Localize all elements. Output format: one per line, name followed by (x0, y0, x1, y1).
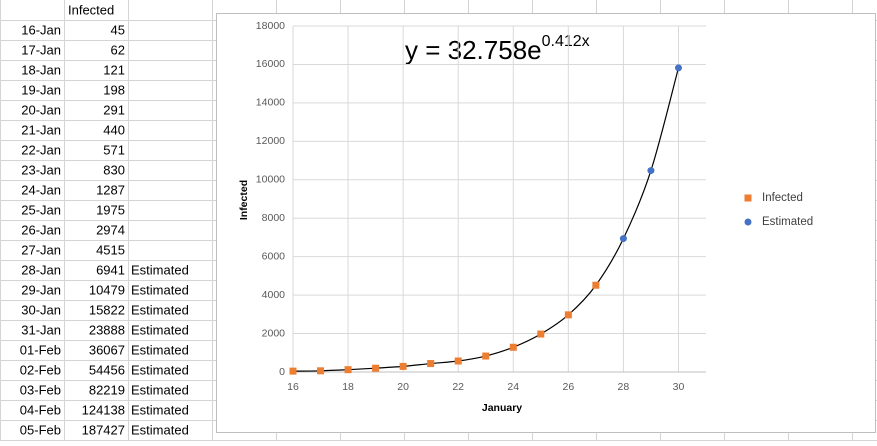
date-cell: 17-Jan (21, 42, 61, 57)
x-tick-label: 20 (397, 381, 409, 393)
value-cell: 830 (103, 162, 125, 177)
point (509, 343, 517, 351)
y-tick-label: 10000 (256, 174, 285, 186)
date-cell: 25-Jan (21, 202, 61, 217)
date-cell: 20-Jan (21, 102, 61, 117)
note-cell: Estimated (131, 362, 189, 377)
value-cell: 124138 (82, 402, 125, 417)
note-cell: Estimated (131, 302, 189, 317)
value-cell: 45 (111, 22, 125, 37)
date-cell: 26-Jan (21, 222, 61, 237)
y-tick-label: 6000 (262, 250, 286, 262)
date-cell: 28-Jan (21, 262, 61, 277)
note-cell: Estimated (131, 422, 189, 437)
value-cell: 187427 (82, 422, 125, 437)
value-cell: 1287 (96, 182, 125, 197)
y-tick-label: 8000 (262, 212, 286, 224)
point (537, 330, 545, 338)
legend-marker (744, 218, 752, 226)
legend-label: Estimated (762, 216, 813, 228)
value-cell: 82219 (89, 382, 125, 397)
date-cell: 01-Feb (20, 342, 61, 357)
date-cell: 27-Jan (21, 242, 61, 257)
date-cell: 31-Jan (21, 322, 61, 337)
value-cell: 23888 (89, 322, 125, 337)
equation-base: y = 32.758e (405, 35, 542, 65)
value-cell: 2974 (96, 222, 125, 237)
point (317, 367, 325, 375)
point (619, 235, 627, 243)
value-cell: 15822 (89, 302, 125, 317)
x-tick-label: 16 (287, 381, 299, 393)
point (564, 311, 572, 319)
point (427, 360, 435, 368)
x-tick-label: 18 (342, 381, 354, 393)
point (482, 352, 490, 360)
value-cell: 198 (103, 82, 125, 97)
date-cell: 21-Jan (21, 122, 61, 137)
equation-exponent: 0.412x (542, 33, 590, 50)
note-cell: Estimated (131, 342, 189, 357)
note-cell: Estimated (131, 282, 189, 297)
x-tick-label: 24 (507, 381, 519, 393)
date-cell: 16-Jan (21, 22, 61, 37)
date-cell: 03-Feb (20, 382, 61, 397)
y-tick-label: 18000 (256, 20, 285, 32)
y-tick-label: 4000 (262, 289, 286, 301)
x-axis-title: January (482, 402, 522, 414)
point (344, 366, 352, 374)
value-cell: 62 (111, 42, 125, 57)
value-cell: 440 (103, 122, 125, 137)
y-tick-label: 14000 (256, 97, 285, 109)
value-cell: 54456 (89, 362, 125, 377)
date-cell: 05-Feb (20, 422, 61, 437)
x-tick-label: 22 (452, 381, 464, 393)
date-cell: 19-Jan (21, 82, 61, 97)
y-axis-title: Infected (238, 180, 250, 220)
value-cell: 291 (103, 102, 125, 117)
point (454, 357, 462, 365)
y-tick-label: 0 (279, 366, 285, 378)
point (289, 367, 297, 375)
date-cell: 02-Feb (20, 362, 61, 377)
date-cell: 18-Jan (21, 62, 61, 77)
value-cell: 36067 (89, 342, 125, 357)
point (372, 364, 380, 372)
note-cell: Estimated (131, 402, 189, 417)
point (647, 167, 655, 175)
value-cell: 6941 (96, 262, 125, 277)
date-cell: 22-Jan (21, 142, 61, 157)
y-tick-label: 16000 (256, 58, 285, 70)
legend-marker (744, 194, 752, 202)
point (674, 64, 682, 72)
date-cell: 30-Jan (21, 302, 61, 317)
x-tick-label: 28 (618, 381, 630, 393)
note-cell: Estimated (131, 322, 189, 337)
chart-area (216, 13, 876, 433)
point (399, 362, 407, 370)
legend-label: Infected (762, 192, 803, 204)
point (592, 281, 600, 289)
date-cell: 04-Feb (20, 402, 61, 417)
column-header: Infected (68, 2, 114, 17)
note-cell: Estimated (131, 262, 189, 277)
y-tick-label: 2000 (262, 327, 286, 339)
x-tick-label: 30 (673, 381, 685, 393)
date-cell: 24-Jan (21, 182, 61, 197)
equation: y = 32.758e0.412x (405, 33, 590, 65)
value-cell: 1975 (96, 202, 125, 217)
date-cell: 23-Jan (21, 162, 61, 177)
value-cell: 10479 (89, 282, 125, 297)
value-cell: 4515 (96, 242, 125, 257)
y-tick-label: 12000 (256, 135, 285, 147)
x-tick-label: 26 (562, 381, 574, 393)
date-cell: 29-Jan (21, 282, 61, 297)
chart: y = 32.758e0.412x Infected January 0 2000… (238, 20, 813, 414)
value-cell: 121 (103, 62, 125, 77)
value-cell: 571 (103, 142, 125, 157)
note-cell: Estimated (131, 382, 189, 397)
